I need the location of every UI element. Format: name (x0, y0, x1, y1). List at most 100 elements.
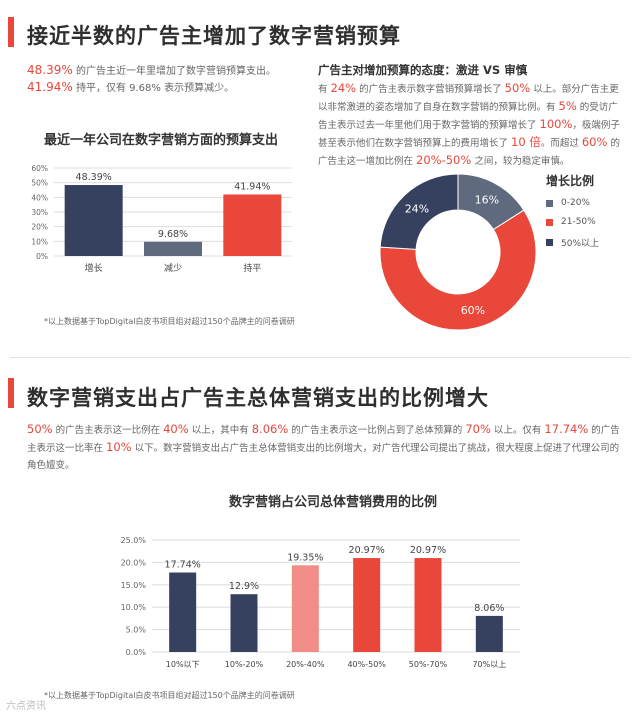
donut-legend-item: 21-50% (546, 217, 599, 227)
donut-slice-label: 24% (405, 202, 429, 215)
attitude-highlight-7: 100% (539, 117, 573, 131)
budget-y-tick-label: 60% (31, 164, 48, 173)
share-bar (475, 615, 503, 652)
budget-value-label: 9.68% (158, 229, 188, 240)
section2-text-9: 的广告主表示这一比率在 (27, 425, 620, 454)
section2-text-1: 的广告主表示这一比例在 (52, 425, 164, 436)
legend-swatch (546, 218, 553, 226)
attitude-text-10: 。而超过 (540, 138, 582, 149)
legend-swatch (546, 199, 553, 207)
section2-highlight-0: 50% (27, 422, 53, 436)
share-value-label: 8.06% (474, 603, 504, 614)
donut-slice-label: 60% (461, 304, 485, 317)
attitude-text-6: 的受访广告主表示过去一年里他们用于数字营销的预算增长了 (318, 102, 618, 131)
share-chart-title: 数字营销占公司总体营销费用的比例 (229, 495, 438, 510)
donut-slice (379, 209, 537, 331)
budget-bar (223, 194, 282, 256)
share-value-label: 12.9% (229, 581, 259, 592)
attitude-highlight-11: 60% (581, 135, 608, 149)
attitude-text-2: 的广告主表示数字营销预算增长了 (356, 84, 505, 95)
section2-highlight-4: 8.06% (251, 422, 289, 436)
stat-increase-value: 48.39% (27, 63, 73, 77)
section2-paragraph: 50% 的广告主表示这一比例在 40% 以上，其中有 8.06% 的广告主表示这… (27, 421, 625, 474)
stat-line-increase: 48.39% 的广告主近一年里增加了数字营销预算支出。 (27, 62, 276, 77)
section2-text-3: 以上，其中有 (188, 425, 252, 436)
share-bar (291, 565, 319, 652)
marketing-share-bar-chart: 0.0% 5.0% 10.0% 15.0% 20.0% 25.0% 17.74% 10%以下 1… (121, 536, 520, 669)
attitude-highlight-5: 5% (558, 99, 577, 113)
stat-flat-text: 持平，仅有 9.68% 表示预算减少。 (75, 83, 235, 94)
share-category-label: 50%-70% (409, 660, 448, 669)
share-y-tick-label: 25.0% (121, 536, 147, 545)
legend-label: 0-20% (561, 198, 590, 208)
share-bar (353, 558, 381, 652)
budget-category-label: 增长 (85, 262, 103, 274)
share-value-label: 19.35% (287, 552, 323, 563)
section-divider (10, 357, 630, 358)
stat-line-flat: 41.94% 持平，仅有 9.68% 表示预算减少。 (27, 79, 234, 94)
budget-y-tick-label: 0% (36, 252, 48, 261)
budget-chart-title: 最近一年公司在数字营销方面的预算支出 (44, 133, 279, 148)
attitude-highlight-13: 20%-50% (416, 153, 472, 167)
share-bar (230, 594, 258, 652)
section1-footnote: *以上数据基于TopDigital白皮书项目组对超过150个品牌主的问卷调研 (44, 317, 295, 326)
attitude-paragraph: 有 24% 的广告主表示数字营销预算增长了 50% 以上。部分广告主更以非常激进… (318, 80, 624, 170)
budget-value-label: 41.94% (234, 181, 270, 192)
donut-slice (379, 173, 459, 250)
section2-highlight-6: 70% (465, 422, 491, 436)
donut-legend-item: 50%以上 (546, 236, 599, 249)
share-y-tick-label: 5.0% (126, 626, 147, 635)
share-value-label: 20.97% (410, 545, 446, 556)
section2-text-11: 以下。数字营销支出占广告主总体营销支出的比例增大，对广告代理公司提出了挑战，很大… (27, 443, 620, 471)
attitude-text-0: 有 (318, 84, 331, 95)
share-y-tick-label: 10.0% (121, 603, 147, 612)
section1-title: 接近半数的广告主增加了数字营销预算 (27, 24, 401, 48)
budget-category-label: 持平 (243, 262, 261, 274)
share-category-label: 40%-50% (347, 660, 386, 669)
budget-y-tick-label: 10% (31, 237, 48, 246)
legend-label: 21-50% (561, 217, 596, 227)
stat-increase-text: 的广告主近一年里增加了数字营销预算支出。 (75, 66, 276, 77)
attitude-highlight-1: 24% (330, 81, 357, 95)
share-value-label: 17.74% (165, 560, 201, 571)
share-bar (169, 572, 197, 652)
section2-highlight-8: 17.74% (544, 422, 589, 436)
budget-y-tick-label: 30% (31, 208, 48, 217)
share-category-label: 20%-40% (286, 660, 325, 669)
budget-y-tick-label: 20% (31, 223, 48, 232)
section2-highlight-10: 10% (106, 440, 132, 454)
attitude-highlight-9: 10 倍 (511, 135, 541, 149)
attitude-text-12: 的广告主这一增加比例在 (318, 138, 620, 167)
attitude-title: 广告主对增加预算的态度：激进 VS 审慎 (318, 63, 528, 77)
section2-highlight-2: 40% (163, 422, 189, 436)
legend-label: 50%以上 (561, 239, 600, 249)
attitude-text-8: ，极端例子甚至表示他们在数字营销预算上的费用增长了 (318, 120, 620, 149)
budget-bar (144, 241, 202, 256)
section1-accent-bar (8, 17, 14, 47)
section2-accent-bar (8, 378, 14, 408)
budget-y-tick-label: 40% (31, 193, 48, 202)
section2-text-7: 以上。仅有 (490, 425, 545, 436)
attitude-highlight-3: 50% (504, 81, 531, 95)
section2-footnote: *以上数据基于TopDigital白皮书项目组对超过150个品牌主的问卷调研 (44, 691, 295, 700)
attitude-text-14: 之间，较为稳定审慎。 (471, 156, 570, 167)
donut-slice-label: 16% (475, 193, 499, 206)
share-y-tick-label: 15.0% (121, 581, 147, 590)
growth-ratio-donut-chart: 16% 60% 24% (379, 173, 537, 331)
legend-swatch (546, 239, 553, 246)
donut-legend-item: 0-20% (546, 198, 599, 208)
share-category-label: 70%以上 (472, 660, 506, 669)
budget-change-bar-chart: 0% 10% 20% 30% 40% 50% 60% 48.39% 增长 9.68% 减少 41.94… (31, 164, 292, 274)
share-category-label: 10%-20% (225, 660, 264, 669)
section2-title: 数字营销支出占广告主总体营销支出的比例增大 (27, 386, 489, 410)
budget-bar (64, 185, 123, 256)
share-value-label: 20.97% (349, 545, 385, 556)
budget-y-tick-label: 50% (31, 179, 48, 188)
watermark-logo: 六点资讯 (6, 701, 46, 712)
stat-flat-value: 41.94% (27, 80, 73, 94)
share-y-tick-label: 20.0% (121, 558, 147, 567)
share-category-label: 10%以下 (166, 660, 200, 669)
budget-value-label: 48.39% (76, 172, 112, 183)
share-y-tick-label: 0.0% (126, 648, 147, 657)
budget-category-label: 减少 (164, 262, 182, 274)
